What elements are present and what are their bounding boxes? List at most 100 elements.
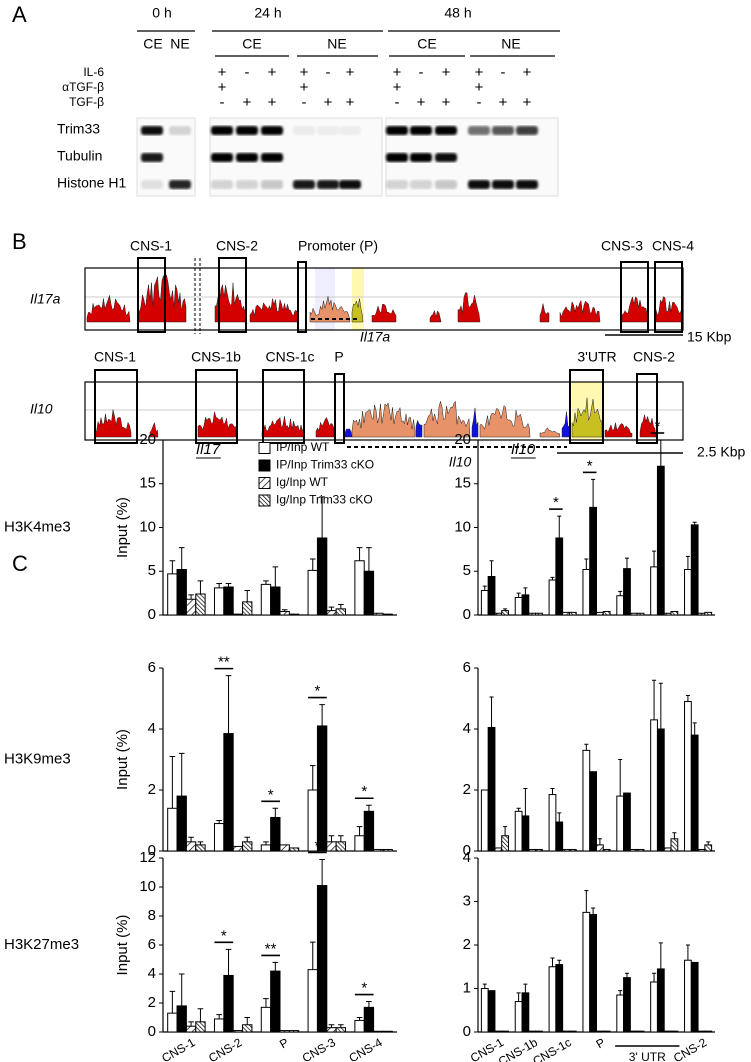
region-label: CNS-1 [94,349,136,365]
legend-swatch [258,477,271,489]
error-bar [356,826,363,836]
region-box [620,261,649,333]
bar [279,1030,290,1033]
bar [176,569,187,616]
track-frame [84,381,684,441]
bar [307,569,318,616]
fraction: NE [501,36,520,52]
bar [636,612,645,616]
error-bar [550,957,555,967]
blot-band [293,126,315,135]
treatment-sign: + [346,94,355,111]
y-tick-label: 10 [139,878,156,895]
tracks [85,268,683,440]
error-bar [591,478,596,508]
y-tick-label: 2 [463,936,471,953]
y-tick-label: 6 [148,659,156,676]
bar [656,465,665,616]
y-tick-label: 5 [148,562,156,579]
error-bar [319,704,325,726]
y-tick-label: 10 [139,518,156,535]
bar [382,848,393,852]
y-tick-label: 0 [463,842,471,859]
treatment-sign: + [417,94,426,111]
treatment-sign: - [477,94,482,111]
bar [288,613,300,616]
error-bar [658,682,663,729]
error-bar [557,812,562,823]
error-bar [197,1008,204,1022]
y-tick-label: 0 [463,1023,471,1040]
blot-band [516,180,538,189]
bar [514,597,523,616]
y-tick-label: 1 [463,979,471,996]
blot-band [293,180,315,189]
error-bar [652,972,657,982]
y-tick-label: 6 [463,659,471,676]
error-bar [597,838,602,845]
bar [487,990,496,1033]
error-bar [618,990,623,996]
treatment-sign: + [475,64,484,81]
error-bar [263,998,269,1008]
bar [494,612,503,616]
bar [636,1030,645,1033]
conservation-peak [429,309,442,323]
treatment-sign: + [523,64,532,81]
conservation-peak [423,400,471,438]
row-label: H3K9me3 [4,750,71,767]
bar [316,537,328,616]
bar [548,966,557,1033]
error-bar [272,961,279,972]
fraction: CE [242,36,261,52]
gene-label: Il17a [360,329,391,345]
conservation-peak [471,407,479,438]
blot-band [169,126,191,135]
bar [528,848,537,852]
blot-band [435,153,457,162]
blot-band [211,126,233,135]
error-bar [692,521,697,525]
bar [704,844,713,852]
legend-swatch [258,459,271,472]
error-bar [188,594,194,600]
y-tick-label: 8 [148,907,156,924]
blot-band [386,153,408,162]
bar [535,848,543,852]
bar [589,506,598,616]
error-bar [516,592,521,598]
error-bar [356,547,363,561]
bar [232,845,244,852]
error-bar [652,550,657,567]
bar [195,593,206,616]
y-axis-label: Input (%) [114,729,131,790]
error-bar [503,608,508,611]
bar [288,1030,300,1033]
blot-band [141,126,163,135]
region-label: Promoter (P) [298,238,378,254]
error-bar [366,804,372,812]
bar [656,968,665,1033]
bar [535,1030,543,1033]
bar [363,570,375,616]
bar [270,816,281,852]
y-tick-label: 15 [454,475,471,492]
conservation-peak [315,416,335,438]
error-bar [618,759,623,797]
region-box [195,369,238,444]
blot-band [211,153,233,162]
region-box [636,373,658,444]
bar [616,994,625,1033]
bar [697,848,706,852]
bar [242,1024,253,1033]
bar [582,911,591,1033]
y-tick-label: 2 [463,781,471,798]
protein: Histone H1 [57,175,126,191]
chart-title: Il17 [196,441,221,458]
bar [260,844,272,852]
chart-title: Il10 [511,441,536,458]
conservation-peak [197,411,237,438]
region-label: CNS-2 [633,349,675,365]
blot-band [211,180,233,189]
y-tick-label: 4 [463,720,471,737]
